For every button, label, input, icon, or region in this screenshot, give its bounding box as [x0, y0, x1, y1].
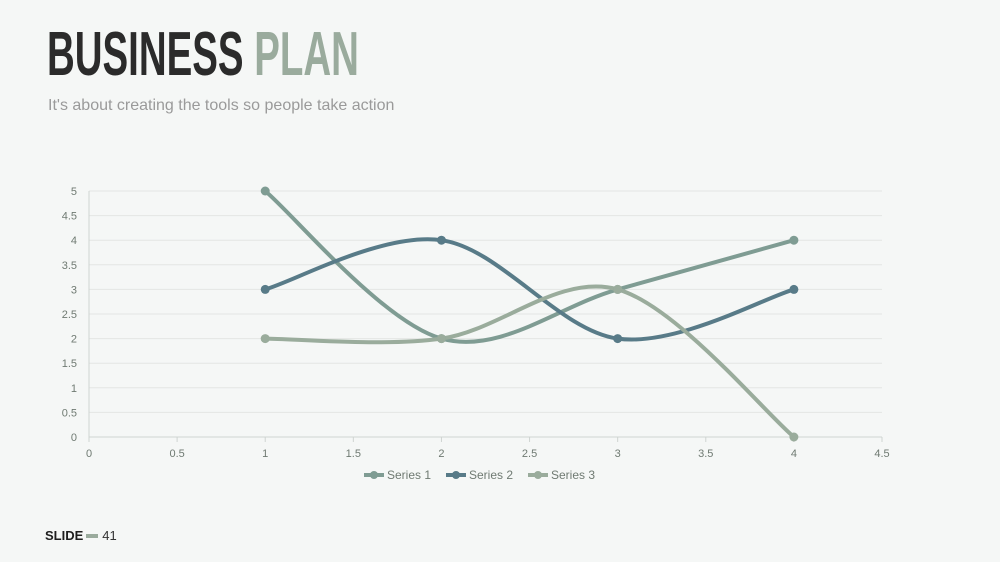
x-tick-label: 4.5: [874, 448, 889, 460]
x-tick-label: 1.5: [346, 448, 361, 460]
y-tick-label: 4: [71, 235, 77, 247]
footer-slide-label: SLIDE: [45, 528, 84, 543]
series-2-point: [260, 284, 270, 294]
title-word-plan: PLAN: [254, 20, 359, 89]
slide-subtitle: It's about creating the tools so people …: [48, 97, 395, 114]
series-2-point: [436, 235, 446, 245]
x-tick-label: 0: [86, 448, 92, 460]
series-2-point: [789, 284, 799, 294]
y-tick-label: 0: [71, 432, 77, 444]
y-tick-label: 3: [71, 284, 77, 296]
x-tick-label: 0.5: [169, 448, 184, 460]
series-3-point: [260, 334, 270, 344]
y-tick-label: 4.5: [62, 211, 77, 223]
legend-label: Series 3: [551, 468, 595, 482]
x-tick-label: 3: [615, 448, 621, 460]
slide-number: 41: [102, 528, 117, 543]
x-tick-label: 3.5: [698, 448, 713, 460]
y-tick-label: 1.5: [62, 358, 77, 370]
chart-series-lines: [263, 189, 796, 439]
series-2-line: [263, 237, 796, 342]
footer-accent-bar: [86, 533, 99, 538]
y-tick-label: 5: [71, 186, 77, 198]
slide-title: BUSINESS PLAN: [47, 22, 359, 88]
series-3-point: [789, 432, 799, 442]
y-tick-label: 2.5: [62, 309, 77, 321]
title-word-business: BUSINESS: [47, 20, 244, 89]
legend-swatch-marker: [370, 471, 378, 479]
series-3-point: [436, 334, 446, 344]
legend-swatch-marker: [534, 471, 542, 479]
chart-axes: 0 0.5 1 1.5 2 2.5 3 3.5 4 4.5 5 0 0.5 1 1.5 2 2.5 3 3.5 4 4.…: [62, 186, 890, 460]
series-3-line: [263, 284, 796, 439]
slide-footer: SLIDE 41: [45, 528, 117, 543]
y-tick-label: 0.5: [62, 407, 77, 419]
x-tick-label: 2.5: [522, 448, 537, 460]
line-chart: 0 0.5 1 1.5 2 2.5 3 3.5 4 4.5 5 0 0.5 1 1.5 2 2.5 3 3.5 4 4.…: [62, 186, 890, 482]
series-1-point: [260, 186, 270, 196]
x-tick-label: 2: [438, 448, 444, 460]
series-1-point: [789, 235, 799, 245]
legend-label: Series 1: [387, 468, 431, 482]
legend-swatch-marker: [452, 471, 460, 479]
series-3-point: [613, 284, 623, 294]
legend-label: Series 2: [469, 468, 513, 482]
chart-legend: Series 1 Series 2 Series 3: [364, 468, 595, 482]
x-tick-label: 1: [262, 448, 268, 460]
y-tick-label: 2: [71, 334, 77, 346]
y-tick-label: 1: [71, 383, 77, 395]
chart-data-points: [260, 186, 799, 442]
y-tick-label: 3.5: [62, 260, 77, 272]
series-2-point: [613, 334, 623, 344]
x-tick-label: 4: [791, 448, 797, 460]
